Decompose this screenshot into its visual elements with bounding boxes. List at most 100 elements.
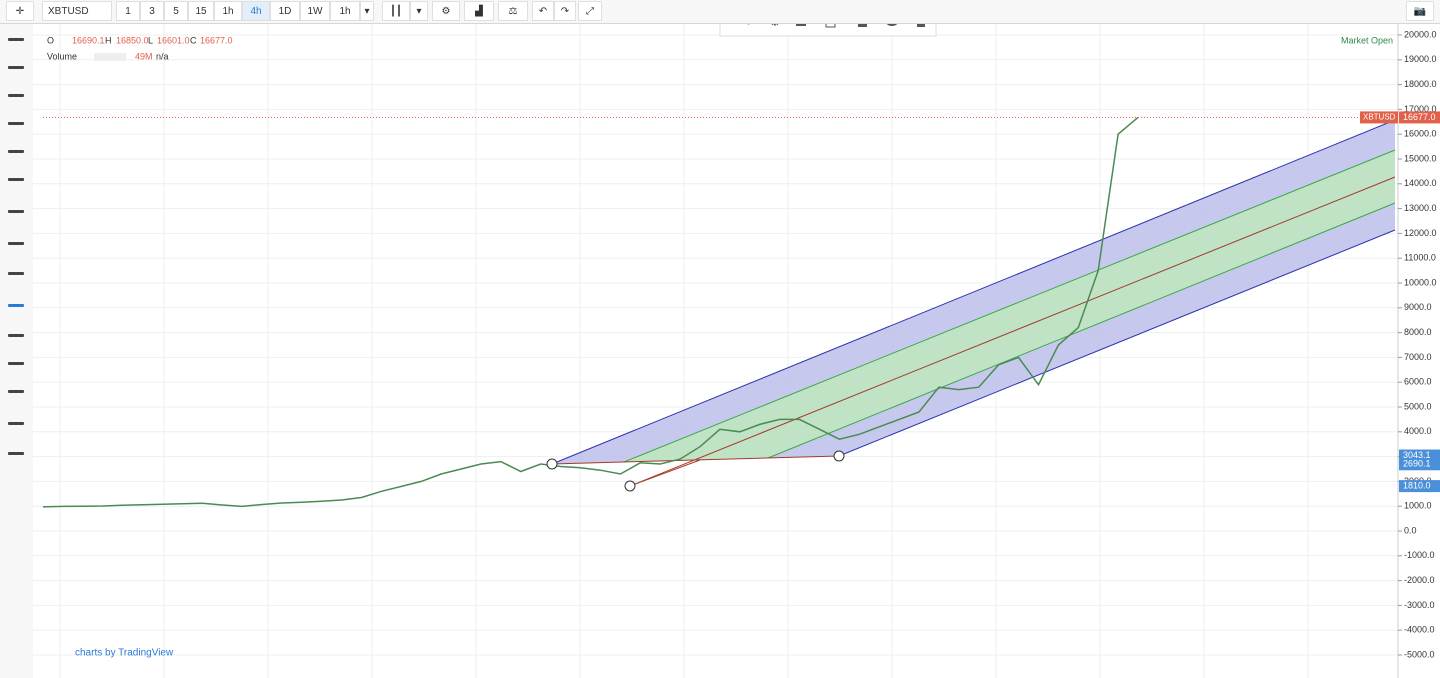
layer-icon[interactable]: [796, 24, 806, 26]
interval-dropdown[interactable]: ▾: [360, 1, 374, 21]
brush-icon[interactable]: ✎: [739, 24, 751, 29]
y-tick-label: 18000.0: [1404, 79, 1437, 89]
interval-button[interactable]: 3: [140, 1, 164, 21]
y-tick-label: 15000.0: [1404, 153, 1437, 163]
price-badge-label: 2690.1: [1403, 459, 1431, 469]
y-tick-label: 5000.0: [1404, 401, 1432, 411]
price-line: [42, 116, 1139, 508]
legend-value: 16690.1: [72, 35, 105, 45]
last-price-badge: [1399, 111, 1440, 124]
settings-button[interactable]: ⚙: [432, 1, 460, 21]
interval-button[interactable]: 1W: [300, 1, 330, 21]
tool-icon[interactable]: [8, 272, 24, 275]
tool-icon[interactable]: [8, 422, 24, 425]
tool-icon[interactable]: [8, 38, 24, 41]
compare-button[interactable]: ⚖: [498, 1, 528, 21]
pitchfork-base: [629, 459, 701, 487]
tool-icon[interactable]: [8, 452, 24, 455]
y-tick-label: -5000.0: [1404, 649, 1435, 659]
y-tick-label: 13000.0: [1404, 203, 1437, 213]
legend-value: 49M: [135, 51, 153, 61]
plot-background: [33, 24, 1398, 678]
price-badge: [1399, 480, 1440, 493]
y-tick-label: 12000.0: [1404, 228, 1437, 238]
redo-button[interactable]: ↷: [554, 1, 576, 21]
indicators-button[interactable]: ▟: [464, 1, 494, 21]
anchor-handle[interactable]: [624, 480, 636, 492]
interval-button[interactable]: 5: [164, 1, 188, 21]
legend-label: O: [47, 35, 54, 45]
pitchfork-line: [623, 149, 1396, 463]
chart-style-button[interactable]: ┃┃: [382, 1, 410, 21]
fullscreen-button[interactable]: ⤢: [578, 1, 602, 21]
y-tick-label: 4000.0: [1404, 426, 1432, 436]
legend-value: 16677.0: [200, 35, 233, 45]
y-tick-label: 6000.0: [1404, 377, 1432, 387]
price-plot: [42, 116, 1398, 508]
branding[interactable]: charts by TradingView: [75, 648, 174, 659]
tool-icon[interactable]: [8, 178, 24, 181]
legend-label: H: [105, 35, 112, 45]
interval-button[interactable]: 1D: [270, 1, 300, 21]
chart: 20000.0 19000.0 18000.0 17000.0 16000.0 15000…: [33, 24, 1440, 678]
y-tick-label: 9000.0: [1404, 302, 1432, 312]
chart-style-dropdown[interactable]: ▾: [410, 1, 428, 21]
y-tick-label: 11000.0: [1404, 253, 1436, 263]
y-tick-label: -2000.0: [1404, 575, 1435, 585]
tool-icon[interactable]: [8, 304, 24, 307]
interval-button[interactable]: 1h: [214, 1, 242, 21]
drawing-float-toolbar: [719, 24, 937, 37]
price-badge-label: 3043.1: [1403, 450, 1431, 460]
undo-button[interactable]: ↶: [532, 1, 554, 21]
visibility-icon[interactable]: [886, 24, 898, 26]
clone-icon[interactable]: [825, 24, 836, 28]
y-tick-label: 16000.0: [1404, 129, 1437, 139]
tool-icon[interactable]: [8, 210, 24, 213]
legend-value: n/a: [156, 51, 169, 61]
tool-icon[interactable]: [8, 150, 24, 153]
anchor-handle[interactable]: [546, 458, 558, 470]
snapshot-button[interactable]: 📷: [1406, 1, 1434, 21]
legend-value: 16601.0: [157, 35, 190, 45]
tool-icon[interactable]: [8, 362, 24, 365]
last-price-symbol: XBTUSD: [1363, 113, 1396, 122]
delete-icon[interactable]: [917, 24, 925, 27]
crosshair-button[interactable]: ✛: [6, 1, 34, 21]
tool-icon[interactable]: [8, 334, 24, 337]
pitchfork-line: [838, 229, 1396, 457]
settings-icon[interactable]: ⚙: [769, 24, 781, 28]
market-status: Market Open: [1341, 35, 1393, 45]
pitchfork-line: [551, 119, 1396, 465]
y-tick-label: 14000.0: [1404, 178, 1437, 188]
symbol-input[interactable]: XBTUSD: [42, 1, 112, 21]
y-tick-label: 0.0: [1404, 525, 1417, 535]
lock-icon[interactable]: [858, 24, 867, 27]
y-tick-label: 7000.0: [1404, 352, 1432, 362]
tool-icon[interactable]: [8, 390, 24, 393]
pitchfork-base: [551, 455, 840, 465]
y-tick-label: 17000.0: [1404, 104, 1437, 114]
y-tick-label: -1000.0: [1404, 550, 1435, 560]
tool-icon[interactable]: [8, 122, 24, 125]
last-price-badge: [1360, 111, 1398, 124]
legend-buttons[interactable]: [94, 53, 126, 61]
anchor-handle[interactable]: [833, 450, 845, 462]
top-toolbar: ✛ XBTUSD 1 3 5 15 1h 4h 1D 1W 1h ▾ ┃┃ ▾ …: [0, 0, 1440, 24]
y-tick-label: 8000.0: [1404, 327, 1432, 337]
price-badge-label: 1810.0: [1403, 480, 1431, 490]
y-tick-label: -4000.0: [1404, 625, 1435, 635]
legend-label: Volume: [47, 51, 77, 61]
tool-icon[interactable]: [8, 94, 24, 97]
legend-label: L: [148, 35, 153, 45]
y-tick-label: 1000.0: [1404, 501, 1432, 511]
interval-button[interactable]: 4h: [242, 1, 270, 21]
interval-button[interactable]: 15: [188, 1, 214, 21]
interval-button[interactable]: 1h: [330, 1, 360, 21]
tool-icon[interactable]: [8, 242, 24, 245]
y-tick-label: -3000.0: [1404, 600, 1435, 610]
legend-value: 16850.0: [116, 35, 149, 45]
tool-icon[interactable]: [8, 66, 24, 69]
interval-button[interactable]: 1: [116, 1, 140, 21]
price-axis: 20000.0 19000.0 18000.0 17000.0 16000.0 15000…: [1360, 29, 1440, 659]
